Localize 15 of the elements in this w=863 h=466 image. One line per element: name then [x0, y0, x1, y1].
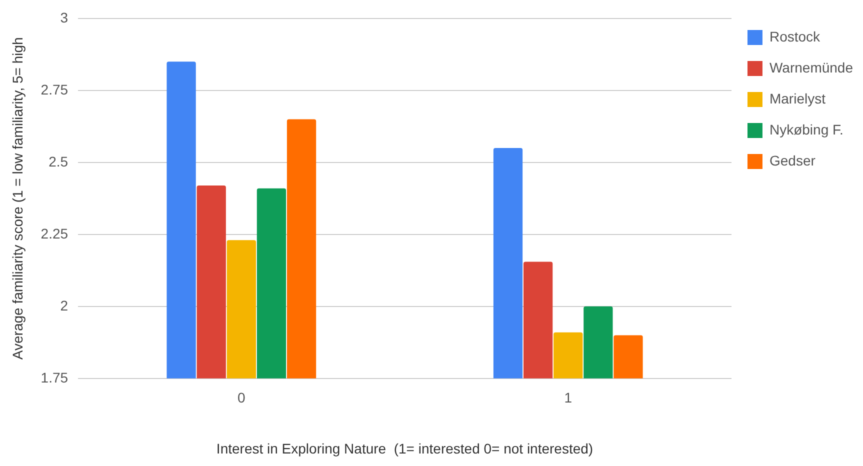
y-axis-title: Average familiarity score (1 = low familiarity, 5= high: [9, 37, 26, 360]
x-axis-title: Interest in Exploring Nature (1= interested 0= not interested): [216, 440, 594, 456]
legend-label: Nykøbing F.: [769, 121, 844, 138]
x-tick-label: 1: [564, 390, 572, 406]
y-tick-label: 2.25: [40, 225, 68, 242]
x-tick-label: 0: [238, 390, 246, 406]
y-tick-label: 1.75: [40, 369, 68, 386]
legend-label: Marielyst: [769, 90, 826, 106]
legend-label: Warnemünde: [769, 59, 854, 76]
y-tick-label: 3: [60, 9, 68, 26]
y-tick-label: 2.75: [40, 81, 68, 98]
legend-label: Rostock: [769, 28, 822, 44]
legend-label: Gedser: [769, 152, 816, 168]
y-tick-label: 2.5: [48, 153, 68, 170]
y-tick-label: 2: [60, 297, 68, 314]
